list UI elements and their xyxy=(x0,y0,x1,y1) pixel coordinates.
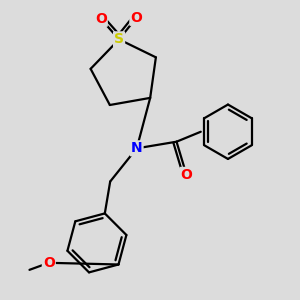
Text: O: O xyxy=(43,256,55,270)
Text: S: S xyxy=(114,32,124,46)
Text: O: O xyxy=(130,11,142,25)
Text: O: O xyxy=(181,168,192,182)
Text: N: N xyxy=(131,141,142,155)
Text: O: O xyxy=(95,12,107,26)
